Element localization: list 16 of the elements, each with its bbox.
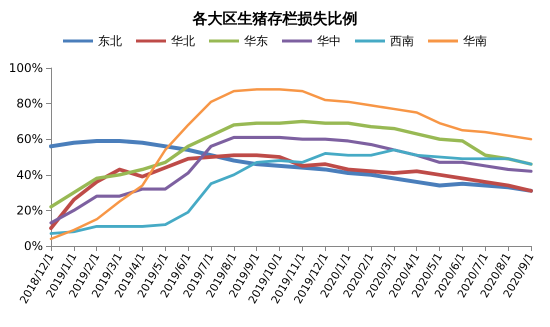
y-tick-label: 60%	[16, 132, 43, 146]
y-tick-label: 100%	[8, 61, 43, 75]
line-series	[50, 88, 532, 240]
y-tick-label: 0%	[24, 239, 43, 253]
chart-title: 各大区生猪存栏损失比例	[192, 10, 358, 28]
legend-label: 华北	[171, 34, 195, 48]
legend-label: 华中	[317, 34, 341, 48]
legend-label: 西南	[390, 34, 414, 48]
y-tick-label: 20%	[16, 203, 43, 218]
legend-label: 华南	[463, 34, 487, 48]
legend-label: 华东	[244, 34, 268, 48]
legend-label: 东北	[98, 34, 122, 48]
y-tick-label: 80%	[16, 96, 43, 111]
line-series	[49, 136, 533, 224]
line-series	[49, 120, 533, 209]
y-tick-label: 40%	[16, 168, 43, 182]
